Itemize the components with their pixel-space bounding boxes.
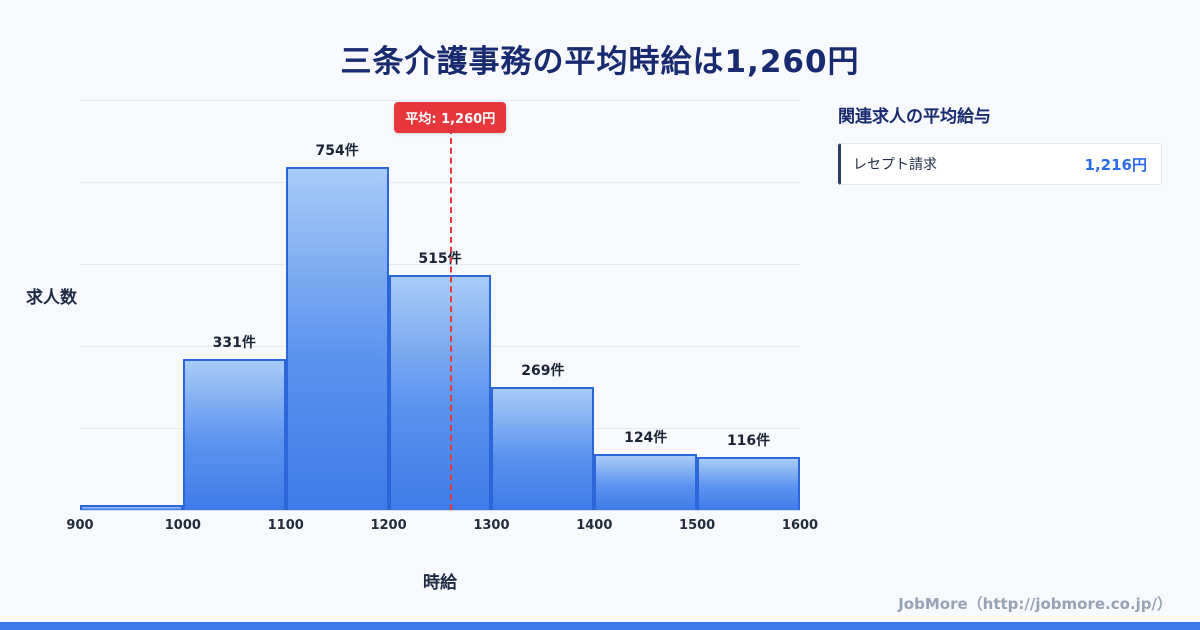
bar-value-label: 515件 [418,251,462,267]
bar-value-label: 124件 [624,430,668,446]
related-salary-value: 1,216円 [1084,155,1147,174]
related-salary-card: レセプト請求 1,216円 [838,143,1162,185]
bar-value-label: 331件 [212,335,256,351]
histogram-bar [182,359,286,510]
footer-credit: JobMore（http://jobmore.co.jp/） [898,595,1172,613]
histogram-bar [285,167,389,510]
x-axis-baseline [80,510,800,511]
x-tick-label: 1100 [267,518,304,533]
x-tick-label: 1500 [679,518,716,533]
histogram-bar [697,457,800,510]
average-badge: 平均: 1,260円 [394,102,507,133]
y-axis-label: 求人数 [26,288,77,308]
gridline [80,182,800,183]
x-tick-label: 1300 [473,518,510,533]
bar-value-label: 116件 [726,433,771,449]
histogram-bar [388,275,492,510]
histogram-bar [80,505,183,510]
bar-value-label: 754件 [315,143,359,159]
gridline [80,100,800,101]
x-axis-label: 時給 [423,573,457,593]
x-tick-label: 1000 [164,518,201,533]
bar-value-label: 269件 [521,363,565,379]
average-line [450,128,453,510]
side-panel-heading: 関連求人の平均給与 [838,107,991,127]
x-tick-label: 1600 [781,518,819,533]
x-tick-label: 900 [66,518,94,533]
x-tick-label: 1200 [370,518,407,533]
histogram-bar [491,387,595,510]
histogram-bar [594,454,698,510]
histogram-bars: 331件 754件 515件 269件 124件 116件 [80,100,800,510]
x-tick-label: 1400 [576,518,613,533]
page-title: 三条介護事務の平均時給は1,260円 [340,44,860,80]
related-salary-label: レセプト請求 [853,157,937,173]
bottom-accent-bar [0,622,1200,630]
plot-area: 331件 754件 515件 269件 124件 116件 900 1000 1100 1200… [66,100,818,533]
gridline [80,264,800,265]
